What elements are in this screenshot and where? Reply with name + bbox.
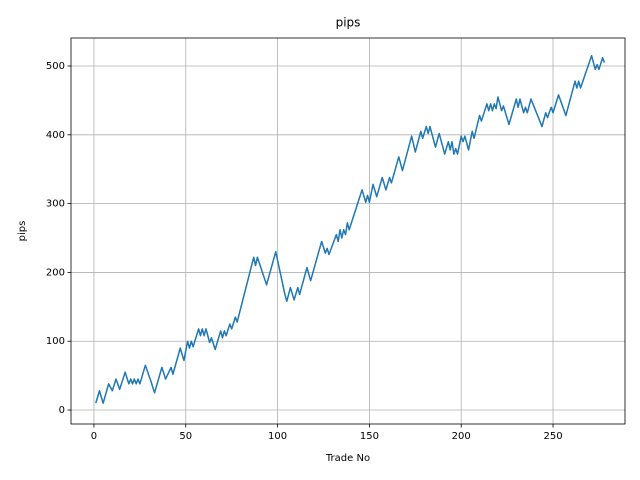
x-tick-label: 150: [360, 431, 379, 442]
x-axis-label: Trade No: [325, 453, 370, 464]
plot-frame: [70, 37, 626, 425]
y-tick-label: 100: [46, 336, 65, 347]
y-axis-label: pips: [17, 221, 28, 242]
y-tick-label: 300: [46, 199, 65, 210]
y-tick-label: 200: [46, 267, 65, 278]
y-tick-label: 400: [46, 130, 65, 141]
x-tick-label: 0: [91, 431, 97, 442]
chart-title: pips: [336, 16, 361, 30]
x-tick-label: 250: [543, 431, 562, 442]
x-tick-label: 200: [452, 431, 471, 442]
x-tick-label: 50: [179, 431, 192, 442]
data-line: [95, 54, 606, 404]
y-tick-label: 0: [59, 405, 65, 416]
x-tick-label: 100: [268, 431, 287, 442]
y-tick-label: 500: [46, 61, 65, 72]
